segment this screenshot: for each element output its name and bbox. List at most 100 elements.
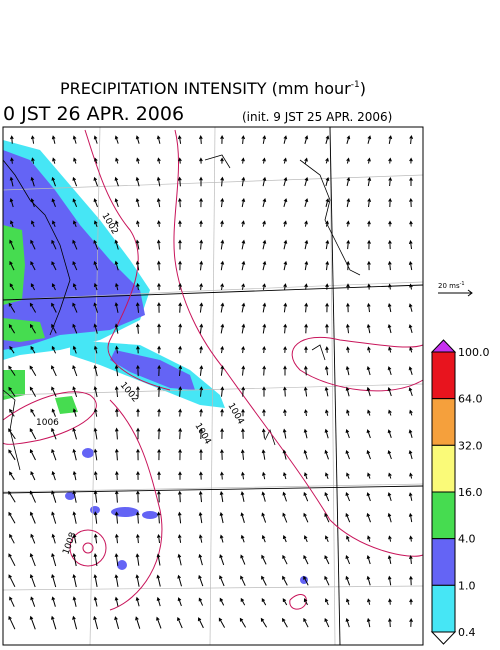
- wind-arrow: [72, 552, 77, 567]
- wind-arrow: [9, 176, 14, 187]
- precip-cell: [111, 507, 139, 517]
- wind-arrow: [388, 617, 392, 628]
- wind-arrow: [177, 135, 182, 144]
- wind-arrow: [135, 239, 140, 250]
- wind-arrow: [367, 220, 371, 227]
- wind-arrow: [51, 283, 56, 291]
- wind-arrow: [241, 197, 246, 208]
- wind-arrow: [114, 323, 119, 334]
- wind-arrow: [240, 554, 246, 565]
- wind-arrow: [367, 239, 371, 250]
- wind-arrow: [241, 345, 245, 354]
- wind-arrow: [178, 157, 182, 164]
- wind-arrow: [135, 553, 140, 566]
- wind-arrow: [178, 386, 183, 397]
- wind-arrow: [345, 429, 350, 439]
- wind-arrow: [240, 597, 246, 606]
- wind-arrow: [241, 302, 246, 313]
- wind-arrow: [304, 239, 309, 250]
- wind-arrow: [93, 427, 98, 440]
- wind-arrow: [93, 385, 98, 398]
- wind-arrow: [29, 615, 36, 630]
- wind-arrow: [346, 409, 350, 416]
- coastline: [299, 159, 361, 276]
- colorbar-label: 4.0: [458, 533, 476, 546]
- wind-arrow: [30, 345, 36, 354]
- wind-arrow: [199, 135, 203, 144]
- wind-arrow: [220, 197, 225, 208]
- colorbar: 100.0 64.0 32.0 16.0 4.0 1.0 0.4: [430, 339, 490, 645]
- wind-arrow: [72, 511, 77, 524]
- isobar: [173, 129, 424, 557]
- colorbar-segment: [431, 538, 456, 586]
- wind-arrow: [115, 408, 119, 417]
- wind-arrow: [408, 429, 413, 438]
- wind-arrow: [283, 346, 287, 353]
- wind-arrow: [367, 260, 371, 271]
- wind-arrow: [220, 176, 225, 187]
- wind-arrow: [93, 553, 98, 566]
- wind-arrow: [408, 324, 413, 334]
- wind-arrow: [324, 617, 330, 628]
- map: 1002 1002 1004 1004 1006 1008: [2, 126, 424, 646]
- wind-arrow: [156, 511, 161, 524]
- isobar: [69, 529, 107, 567]
- wind-arrow: [30, 176, 35, 187]
- wind-arrow: [72, 239, 78, 250]
- colorbar-segment: [431, 491, 456, 540]
- wind-arrow: [324, 449, 329, 460]
- wind-arrow: [325, 302, 329, 313]
- wind-arrow: [324, 428, 329, 439]
- wind-arrow: [178, 471, 182, 480]
- wind-arrow: [325, 409, 329, 416]
- wind-arrow: [282, 617, 288, 628]
- wind-arrow: [177, 534, 182, 543]
- wind-arrow: [8, 553, 16, 567]
- wind-arrow: [30, 533, 36, 544]
- wind-arrow: [409, 157, 413, 164]
- wind-arrow: [30, 198, 35, 208]
- wind-arrow: [388, 346, 392, 353]
- wind-arrow: [72, 386, 78, 398]
- wind-arrow: [303, 386, 308, 397]
- wind-arrow: [303, 449, 308, 460]
- wind-arrow: [409, 472, 413, 479]
- wind-arrow: [282, 449, 287, 460]
- wind-arrow: [346, 176, 351, 187]
- contour-label: 1006: [36, 418, 59, 428]
- wind-arrow: [388, 409, 392, 416]
- wind-arrow: [409, 134, 414, 145]
- wind-arrow: [346, 220, 350, 227]
- precip-cell: [82, 448, 94, 458]
- wind-arrow: [241, 283, 245, 290]
- wind-arrow: [219, 490, 224, 503]
- wind-arrow: [178, 427, 183, 440]
- wind-arrow: [198, 574, 204, 587]
- wind-arrow: [178, 323, 183, 334]
- wind-arrow: [283, 408, 287, 417]
- wind-arrow: [283, 260, 288, 271]
- wind-arrow: [325, 535, 329, 543]
- wind-arrow: [324, 491, 330, 502]
- wind-arrow: [51, 596, 56, 607]
- wind-arrow: [115, 220, 119, 227]
- wind-arrow: [135, 260, 140, 271]
- wind-arrow: [72, 573, 77, 588]
- wind-arrow: [115, 157, 119, 164]
- wind-arrow: [51, 553, 57, 567]
- wind-arrow: [177, 597, 182, 607]
- coastline: [204, 154, 231, 169]
- coastline: [311, 344, 326, 361]
- wind-arrow: [219, 575, 225, 587]
- wind-arrow: [408, 303, 413, 312]
- wind-arrow: [388, 176, 393, 187]
- colorbar-label: 64.0: [458, 393, 483, 406]
- wind-arrow: [156, 135, 161, 144]
- wind-arrow: [220, 157, 224, 164]
- wind-arrow: [198, 553, 203, 566]
- wind-arrow: [345, 386, 350, 397]
- wind-arrow: [219, 534, 224, 543]
- major-latitude: [2, 485, 424, 494]
- wind-arrow: [8, 365, 16, 376]
